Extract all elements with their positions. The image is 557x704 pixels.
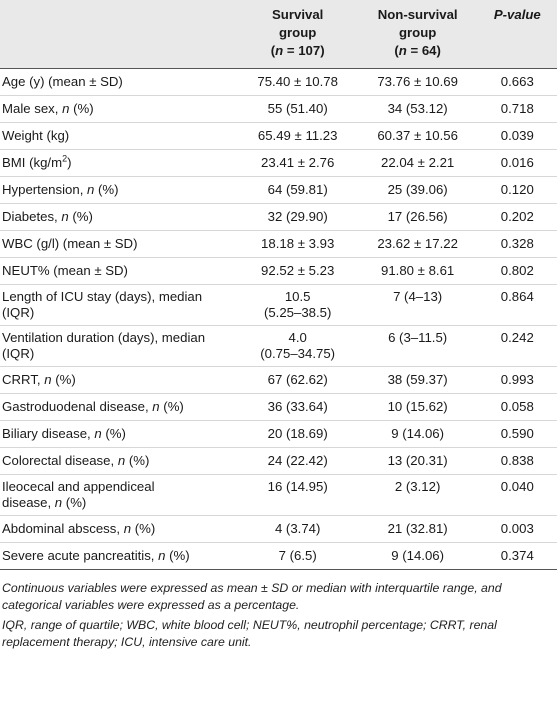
survival-value: 18.18 ± 3.93 [237,230,358,258]
non-survival-value: 21 (32.81) [357,515,478,543]
survival-value: 16 (14.95) [237,474,358,516]
non-survival-value: 38 (59.37) [357,366,478,394]
p-value: 0.374 [477,542,557,570]
row-label: Severe acute pancreatitis, n (%) [0,542,238,570]
header-empty-cell [0,0,238,69]
p-value: 0.838 [477,447,557,475]
p-value: 0.016 [477,149,557,177]
non-survival-value: 7 (4–13) [357,284,478,326]
survival-value: 75.40 ± 10.78 [237,68,358,96]
table-row: WBC (g/l) (mean ± SD) 18.18 ± 3.93 23.62… [0,230,557,258]
row-label: WBC (g/l) (mean ± SD) [0,230,238,258]
header-survival-group: Survival group (n = 107) [237,0,358,69]
non-survival-value: 9 (14.06) [357,542,478,570]
non-survival-value: 17 (26.56) [357,203,478,231]
non-survival-value: 34 (53.12) [357,95,478,123]
row-label: Male sex, n (%) [0,95,238,123]
p-value: 0.120 [477,176,557,204]
table-footnotes: Continuous variables were expressed as m… [0,570,557,650]
table-row: Ileocecal and appendiceal disease, n (%) … [0,474,557,516]
table-row: CRRT, n (%) 67 (62.62) 38 (59.37) 0.993 [0,366,557,394]
p-value: 0.993 [477,366,557,394]
table-row: Abdominal abscess, n (%) 4 (3.74) 21 (32… [0,515,557,543]
non-survival-value: 25 (39.06) [357,176,478,204]
table-row: Biliary disease, n (%) 20 (18.69) 9 (14.… [0,420,557,448]
table-row: Male sex, n (%) 55 (51.40) 34 (53.12) 0.… [0,95,557,123]
survival-value: 64 (59.81) [237,176,358,204]
row-label: Colorectal disease, n (%) [0,447,238,475]
header-non-survival-group: Non-survival group (n = 64) [357,0,478,69]
non-survival-value: 91.80 ± 8.61 [357,257,478,285]
footnote-abbreviations: IQR, range of quartile; WBC, white blood… [2,618,497,649]
table-row: Length of ICU stay (days), median (IQR) 1… [0,284,557,326]
footnote-variables: Continuous variables were expressed as m… [2,581,502,612]
table-row: Gastroduodenal disease, n (%) 36 (33.64)… [0,393,557,421]
survival-value: 32 (29.90) [237,203,358,231]
row-label: NEUT% (mean ± SD) [0,257,238,285]
row-label: Ileocecal and appendiceal disease, n (%) [0,474,238,516]
non-survival-value: 13 (20.31) [357,447,478,475]
table-row: Hypertension, n (%) 64 (59.81) 25 (39.06… [0,176,557,204]
non-survival-value: 9 (14.06) [357,420,478,448]
survival-value: 4 (3.74) [237,515,358,543]
row-label: Biliary disease, n (%) [0,420,238,448]
p-value: 0.718 [477,95,557,123]
header-row: Survival group (n = 107) Non-survival gr… [0,0,557,69]
p-value: 0.040 [477,474,557,516]
survival-value: 24 (22.42) [237,447,358,475]
data-table: Survival group (n = 107) Non-survival gr… [0,0,557,570]
survival-value: 23.41 ± 2.76 [237,149,358,177]
table-row: Weight (kg) 65.49 ± 11.23 60.37 ± 10.56 … [0,122,557,150]
survival-value: 10.5 (5.25–38.5) [237,284,358,326]
survival-value: 67 (62.62) [237,366,358,394]
header-p-value: P-value [477,0,557,69]
table-row: BMI (kg/m2) 23.41 ± 2.76 22.04 ± 2.21 0.… [0,149,557,177]
row-label: Weight (kg) [0,122,238,150]
survival-value: 4.0 (0.75–34.75) [237,325,358,367]
non-survival-value: 23.62 ± 17.22 [357,230,478,258]
row-label: Ventilation duration (days), median (IQR) [0,325,238,367]
row-label: BMI (kg/m2) [0,149,238,177]
table-row: Severe acute pancreatitis, n (%) 7 (6.5)… [0,542,557,570]
survival-value: 65.49 ± 11.23 [237,122,358,150]
survival-value: 7 (6.5) [237,542,358,570]
survival-value: 55 (51.40) [237,95,358,123]
row-label: CRRT, n (%) [0,366,238,394]
survival-value: 20 (18.69) [237,420,358,448]
row-label: Hypertension, n (%) [0,176,238,204]
table-row: NEUT% (mean ± SD) 92.52 ± 5.23 91.80 ± 8… [0,257,557,285]
p-value: 0.663 [477,68,557,96]
p-value: 0.590 [477,420,557,448]
table-row: Ventilation duration (days), median (IQR)… [0,325,557,367]
table-row: Age (y) (mean ± SD) 75.40 ± 10.78 73.76 … [0,68,557,96]
p-value: 0.802 [477,257,557,285]
p-value: 0.058 [477,393,557,421]
row-label: Age (y) (mean ± SD) [0,68,238,96]
non-survival-value: 2 (3.12) [357,474,478,516]
survival-value: 36 (33.64) [237,393,358,421]
survival-value: 92.52 ± 5.23 [237,257,358,285]
row-label: Abdominal abscess, n (%) [0,515,238,543]
p-value: 0.202 [477,203,557,231]
table-row: Colorectal disease, n (%) 24 (22.42) 13 … [0,447,557,475]
non-survival-value: 10 (15.62) [357,393,478,421]
p-value: 0.039 [477,122,557,150]
p-value: 0.864 [477,284,557,326]
p-value: 0.003 [477,515,557,543]
row-label: Diabetes, n (%) [0,203,238,231]
p-value: 0.242 [477,325,557,367]
table-row: Diabetes, n (%) 32 (29.90) 17 (26.56) 0.… [0,203,557,231]
non-survival-value: 6 (3–11.5) [357,325,478,367]
p-value: 0.328 [477,230,557,258]
non-survival-value: 73.76 ± 10.69 [357,68,478,96]
row-label: Length of ICU stay (days), median (IQR) [0,284,238,326]
non-survival-value: 22.04 ± 2.21 [357,149,478,177]
non-survival-value: 60.37 ± 10.56 [357,122,478,150]
row-label: Gastroduodenal disease, n (%) [0,393,238,421]
